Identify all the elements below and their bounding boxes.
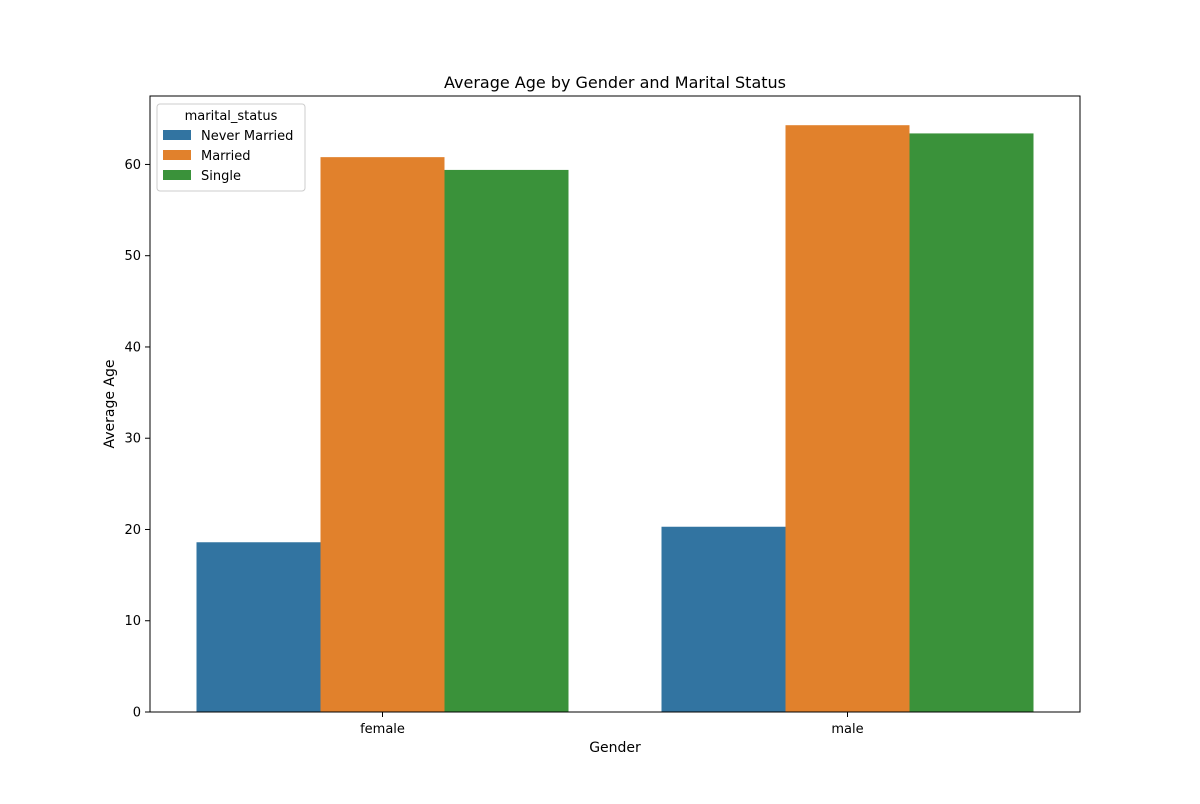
bar-married-female <box>320 157 445 713</box>
bar-single-male <box>909 133 1034 713</box>
x-tick-label: female <box>360 722 405 737</box>
chart-title: Average Age by Gender and Marital Status <box>444 73 786 92</box>
legend-swatch <box>163 150 191 160</box>
y-tick-label: 0 <box>133 706 141 721</box>
bar-married-male <box>785 125 910 713</box>
legend-box <box>156 103 306 192</box>
x-axis: female male <box>360 712 864 737</box>
bar-never-married-male <box>661 526 786 712</box>
plot-frame <box>149 95 1081 713</box>
y-tick-label: 30 <box>124 432 141 447</box>
y-axis-label: Average Age <box>102 359 118 448</box>
y-axis: 0 10 20 30 40 50 60 <box>124 158 150 721</box>
legend-label: Single <box>201 169 241 184</box>
legend-label: Never Married <box>201 129 293 144</box>
legend-title: marital_status <box>185 109 278 124</box>
y-tick-label: 60 <box>124 158 141 173</box>
x-axis-label: Gender <box>589 740 641 756</box>
x-tick-label: male <box>831 722 863 737</box>
bar-single-female <box>444 169 569 713</box>
y-tick-label: 10 <box>124 614 141 629</box>
y-tick-label: 50 <box>124 249 141 264</box>
legend-label: Married <box>201 149 251 164</box>
legend-items: Never Married Married Single <box>163 129 293 184</box>
bars-layer <box>196 125 1034 713</box>
y-tick-label: 20 <box>124 523 141 538</box>
legend-swatch <box>163 130 191 140</box>
legend-swatch <box>163 170 191 180</box>
legend: marital_status Never Married Married Singl… <box>156 103 306 192</box>
y-tick-label: 40 <box>124 340 141 355</box>
bar-never-married-female <box>196 542 321 712</box>
